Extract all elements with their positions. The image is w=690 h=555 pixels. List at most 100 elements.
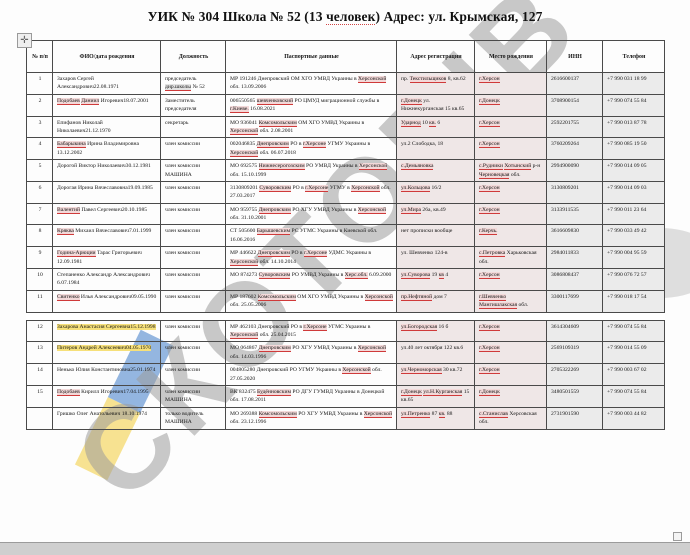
cell-address: ул.2 Слободка, 18 <box>396 137 475 161</box>
cell-address: ул.Кольцова 16/2 <box>396 180 475 204</box>
cell-fio: Епифанов Николай Николаевич21.12.1970 <box>52 115 161 139</box>
cell-passport: МР 191246 Днепровский ОМ ХГО УМВД Украин… <box>225 72 397 95</box>
cell-position: член комиссии <box>160 180 226 204</box>
cell-address: г.Донецк ул.Н.Курганская 15 кв.65 <box>396 384 475 408</box>
cell-inn: 3760209264 <box>546 137 603 161</box>
cell-fio: Кряква Михаил Вячеславович7.01.1999 <box>52 224 161 248</box>
table-row[interactable]: 11 Свитенко Илья Александрович09.05.1990 ч… <box>26 289 665 313</box>
cell-number: 3 <box>26 115 53 139</box>
cell-inn: 3614304609 <box>546 319 603 343</box>
cell-address: ул.Черноморская 30 кв.72 <box>396 363 475 386</box>
page-resize-corner[interactable] <box>673 532 682 541</box>
cell-passport: МО 269388 Комсомольским РО ХГУ УМВД Укра… <box>225 406 397 430</box>
cell-fio: Ненько Юлия Константиновна25.01.1974 <box>52 363 161 386</box>
col-header-position: Должность <box>160 40 226 73</box>
cell-birthplace: г.Херсон <box>474 202 547 226</box>
cell-passport: МР 187602 Комсомольским ОМ ХГО УМВД Укра… <box>225 289 397 313</box>
cell-fio: Валентий Павел Сергеевич20.10.1985 <box>52 202 161 226</box>
cell-birthplace: г.Херсон <box>474 180 547 204</box>
cell-phone: +7 990 074 55 84 <box>602 319 665 343</box>
cell-address: пр.Нефтяной дом 7 <box>396 289 475 313</box>
cell-phone: +7 990 076 72 57 <box>602 268 665 291</box>
table-row[interactable]: 2 Подобаев Даниил Игоревич18.07.2001 Замес… <box>26 93 665 117</box>
table-row[interactable]: 3 Епифанов Николай Николаевич21.12.1970 се… <box>26 115 665 139</box>
cell-number: 15 <box>26 384 53 408</box>
cell-address: пр. Текстильщиков 8, кв.62 <box>396 72 475 95</box>
cell-fio: Питеров Андрей Алексеевич04.05.1970 <box>52 341 161 365</box>
table-row[interactable]: 13 Питеров Андрей Алексеевич04.05.1970 чле… <box>26 341 665 365</box>
cell-phone: +7 990 085 19 50 <box>602 137 665 161</box>
cell-inn: 3480501559 <box>546 384 603 408</box>
table-move-handle-icon[interactable]: ✛ <box>17 33 32 48</box>
cell-position: член комиссии <box>160 289 226 313</box>
cell-fio: Захаров Сергей Александрович22.08.1971 <box>52 72 161 95</box>
table-row[interactable]: 4 Бабарыкина Ирина Владимировна 13.12.200… <box>26 137 665 161</box>
cell-passport: МО 936041 Комсомольским ОМ ХГО УМВД Укра… <box>225 115 397 139</box>
cell-address: ул.Богородская 16 б <box>396 319 475 343</box>
cell-phone: +7 990 074 55 84 <box>602 384 665 408</box>
cell-birthplace: г.Херсон <box>474 363 547 386</box>
cell-birthplace: г.Херсон <box>474 268 547 291</box>
cell-number: 12 <box>26 319 53 343</box>
table-row[interactable]: 12 Захарова Анастасия Сергеевна15.12.1998… <box>26 319 665 343</box>
cell-position: член комиссии МАШИНА <box>160 384 226 408</box>
cell-fio: Подобаев Даниил Игоревич18.07.2001 <box>52 93 161 117</box>
cell-number: 8 <box>26 224 53 248</box>
cell-fio: Степаненко Александр Александрович 6.07.… <box>52 268 161 291</box>
cell-inn: 2731901590 <box>546 406 603 430</box>
cell-number: 2 <box>26 93 53 117</box>
table-row[interactable]: 8 Кряква Михаил Вячеславович7.01.1999 член… <box>26 224 665 248</box>
cell-passport: МР 446622 Днепровским РО в г.Херсоне УДМ… <box>225 246 397 270</box>
cell-position: член комиссии <box>160 319 226 343</box>
table-row[interactable]: 1 Захаров Сергей Александрович22.08.1971 п… <box>26 72 665 95</box>
cell-passport: 006550565 шевченковский РО ЦМУД миграцио… <box>225 93 397 117</box>
cell-address: г.Донецк ул. Нижнекурганская 15 кв.65 <box>396 93 475 117</box>
table-row[interactable]: 10 Степаненко Александр Александрович 6.0… <box>26 268 665 291</box>
table-row[interactable]: Гришко Олег Анатольевич 18.10.1974 только… <box>26 406 665 430</box>
table-row[interactable]: 15 Подобаев Кирилл Игоревич17.04.1995 член… <box>26 384 665 408</box>
cell-birthplace: г.Херсон <box>474 115 547 139</box>
cell-position: член комиссии <box>160 246 226 270</box>
table-group-separator <box>26 311 665 321</box>
table-row[interactable]: 9 Година-Арюции Тарас Григорьевич 12.09.1… <box>26 246 665 270</box>
table-header-row: № п/п ФИО/дата рождения Должность Паспор… <box>26 40 665 73</box>
cell-phone: +7 990 004 95 59 <box>602 246 665 270</box>
col-header-inn: ИНН <box>546 40 603 73</box>
table-header: № п/п ФИО/дата рождения Должность Паспор… <box>26 40 665 73</box>
table-row[interactable]: 6 Дорогая Ирина Вячеславовна19.09.1985 чле… <box>26 180 665 204</box>
cell-position: только водитель МАШИНА <box>160 406 226 430</box>
table-row[interactable]: 5 Дорогой Виктор Николаевич30.12.1981 член… <box>26 159 665 182</box>
cell-phone: +7 990 011 23 64 <box>602 202 665 226</box>
cell-birthplace: г.Донецк <box>474 93 547 117</box>
col-header-birthplace: Место рождения <box>474 40 547 73</box>
cell-position: Заместитель председателя <box>160 93 226 117</box>
cell-number: 14 <box>26 363 53 386</box>
cell-address: нет прописки вообще <box>396 224 475 248</box>
cell-address: ул.Суворова 19 кв 4 <box>396 268 475 291</box>
cell-fio: Свитенко Илья Александрович09.05.1990 <box>52 289 161 313</box>
cell-position: член комиссии <box>160 268 226 291</box>
cell-fio: Гришко Олег Анатольевич 18.10.1974 <box>52 406 161 430</box>
cell-birthplace: г.Донецк <box>474 384 547 408</box>
cell-passport: МО 064867 Днепровским РО ХГУ УМВД Украин… <box>225 341 397 365</box>
table-row[interactable]: 14 Ненько Юлия Константиновна25.01.1974 чл… <box>26 363 665 386</box>
cell-passport: 004805280 Днепровский РО УГМУ Украины в … <box>225 363 397 386</box>
table-row[interactable]: 7 Валентий Павел Сергеевич20.10.1985 член … <box>26 202 665 226</box>
cell-fio: Захарова Анастасия Сергеевна15.12.1998 <box>52 319 161 343</box>
cell-passport: МО 874273 Суворовским РО УМВД Украины в … <box>225 268 397 291</box>
cell-birthplace: г.Херсон <box>474 137 547 161</box>
cell-birthplace: с.Станислав Херсовская обл. <box>474 406 547 430</box>
cell-position: член комиссии <box>160 137 226 161</box>
cell-inn: 2705322269 <box>546 363 603 386</box>
cell-number: 4 <box>26 137 53 161</box>
cell-passport: МО 959755 Днепровским РО ХГУ УМВД Украин… <box>225 202 397 226</box>
cell-phone: +7 990 014 09 03 <box>602 180 665 204</box>
cell-phone: +7 990 013 87 78 <box>602 115 665 139</box>
cell-position: секретарь <box>160 115 226 139</box>
cell-phone: +7 990 014 55 09 <box>602 341 665 365</box>
cell-passport: 002046835 Днепровским РО в г.Херсоне УГМ… <box>225 137 397 161</box>
cell-inn: 3086808437 <box>546 268 603 291</box>
cell-inn: 2592201755 <box>546 115 603 139</box>
cell-birthplace: с.Петровка Харьковская обл. <box>474 246 547 270</box>
cell-birthplace: с.Рудники Хотынский р-н Черновецкая обл. <box>474 159 547 182</box>
